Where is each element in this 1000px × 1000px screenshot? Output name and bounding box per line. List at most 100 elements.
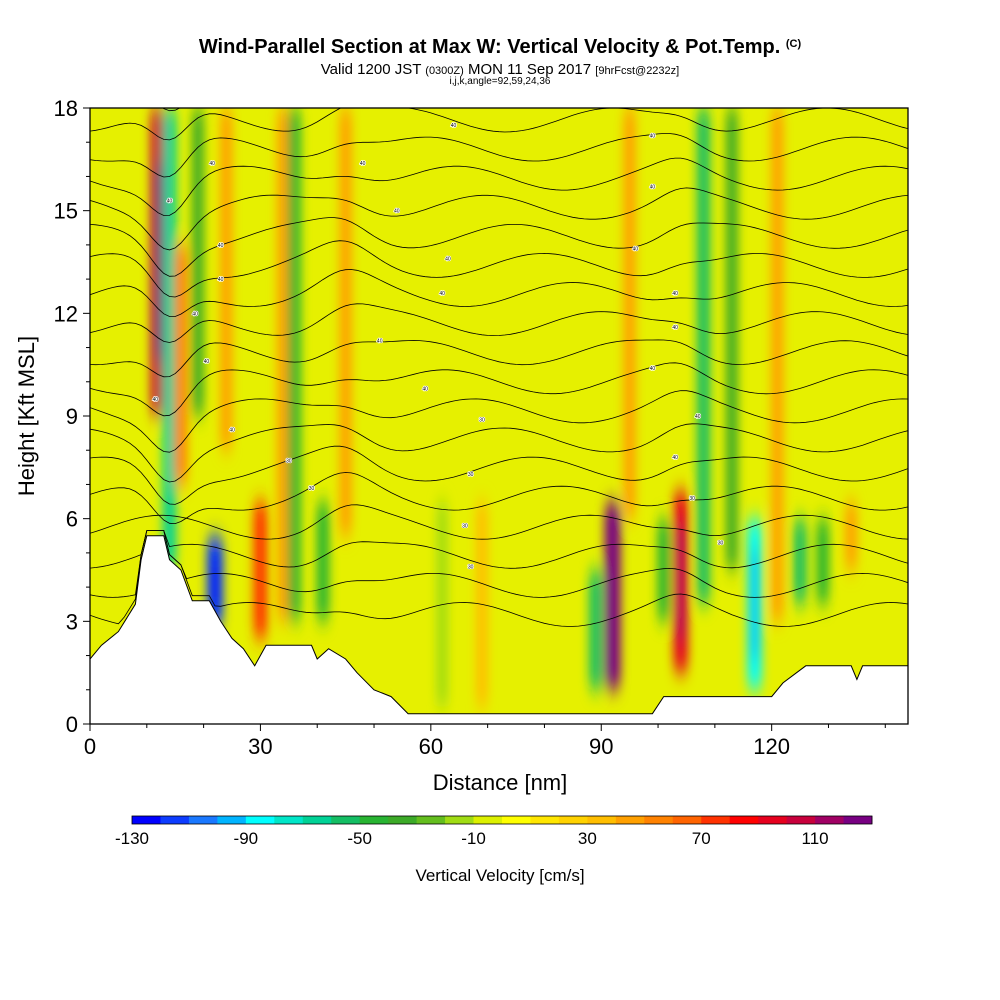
y-tick-label: 18 [54, 96, 78, 121]
theta-contour [90, 423, 908, 483]
colorbar-swatch [615, 816, 645, 824]
chart-indices: i,j,k,angle=92,59,24,36 [449, 76, 551, 87]
velocity-feature [623, 108, 636, 519]
theta-contour [90, 472, 908, 525]
potential-temperature-contours [90, 108, 908, 627]
x-axis: 0 30 60 90 120 [84, 724, 886, 759]
colorbar-tick-label: -50 [347, 829, 372, 848]
velocity-core [751, 549, 758, 659]
velocity-feature [162, 108, 177, 570]
theta-contour [90, 445, 908, 505]
contour-label: 40 [650, 366, 656, 372]
colorbar-swatch [786, 816, 816, 824]
x-tick-label: 0 [84, 734, 96, 759]
contour-label: 40 [650, 185, 656, 191]
velocity-feature [793, 518, 807, 605]
colorbar-swatch [160, 816, 190, 824]
contour-label: 30 [479, 417, 485, 423]
colorbar-tick-label: 110 [802, 829, 829, 848]
contour-label: 40 [633, 246, 639, 252]
colorbar-swatch [473, 816, 503, 824]
velocity-core [211, 552, 219, 612]
colorbar-swatch [132, 816, 161, 824]
colorbar-swatch [274, 816, 304, 824]
velocity-feature [697, 108, 710, 605]
theta-contour [90, 339, 908, 378]
theta-contour [90, 530, 908, 598]
contour-label: 40 [209, 161, 215, 167]
contour-label: 40 [218, 277, 224, 283]
velocity-feature [816, 518, 830, 605]
contour-label: 30 [689, 496, 695, 502]
theta-contour [162, 108, 181, 112]
velocity-core [677, 523, 685, 641]
contour-label: 30 [718, 541, 724, 547]
y-tick-label: 6 [66, 507, 78, 532]
theta-contour [90, 362, 908, 417]
colorbar-swatch [502, 816, 531, 824]
colorbar-tick-label: 30 [578, 829, 597, 848]
velocity-feature [220, 108, 233, 451]
colorbar-swatch [701, 816, 731, 824]
y-tick-label: 12 [54, 301, 78, 326]
velocity-feature [589, 570, 603, 690]
velocity-feature [191, 108, 204, 416]
contour-label: 30 [286, 458, 292, 464]
colorbar: -130 -90 -50 -10 30 70 110 [115, 815, 873, 848]
velocity-feature [771, 108, 784, 622]
colorbar-frame [131, 815, 873, 825]
y-tick-label: 3 [66, 609, 78, 634]
velocity-feature [339, 108, 352, 536]
y-tick-label: 0 [66, 712, 78, 737]
colorbar-swatch [331, 816, 361, 824]
colorbar-swatch [359, 816, 389, 824]
contour-label: 40 [445, 257, 451, 263]
velocity-feature [288, 108, 301, 622]
terrain [90, 535, 908, 724]
colorbar-label: Vertical Velocity [cm/s] [415, 866, 584, 885]
contour-label: 40 [422, 387, 428, 393]
colorbar-swatch [815, 816, 844, 824]
theta-contour [90, 530, 908, 627]
theta-contour [90, 269, 908, 317]
contour-label: 30 [462, 524, 468, 530]
theta-contour [90, 108, 908, 141]
colorbar-tick-label: -10 [461, 829, 486, 848]
colorbar-swatch [843, 816, 873, 824]
theta-contour [90, 240, 908, 298]
colorbar-swatch [302, 816, 332, 824]
velocity-core [609, 535, 617, 656]
colorbar-swatch [587, 816, 617, 824]
colorbar-swatch [416, 816, 446, 824]
theta-contour [90, 187, 908, 251]
colorbar-tick-label: -130 [115, 829, 149, 848]
velocity-feature [277, 108, 290, 622]
contour-label: 40 [360, 161, 366, 167]
contour-label: 30 [468, 565, 474, 571]
contour-label: 40 [167, 198, 173, 204]
theta-contour [90, 390, 908, 453]
x-axis-label: Distance [nm] [433, 770, 568, 795]
colorbar-swatch [188, 816, 218, 824]
velocity-feature [316, 501, 330, 622]
colorbar-swatch [758, 816, 788, 824]
contour-label: 40 [153, 397, 159, 403]
velocity-feature [253, 501, 268, 639]
theta-contour [90, 157, 908, 216]
colorbar-swatch [672, 816, 702, 824]
contour-label: 40 [451, 123, 457, 129]
contour-label: 30 [468, 472, 474, 478]
contour-label: 40 [218, 243, 224, 249]
theta-contour [90, 133, 908, 178]
colorbar-swatch [217, 816, 247, 824]
contour-label: 40 [439, 291, 445, 297]
x-tick-label: 90 [589, 734, 613, 759]
y-tick-label: 15 [54, 199, 78, 224]
theta-contour [90, 217, 908, 277]
theta-contour [90, 530, 908, 569]
velocity-feature [657, 518, 670, 622]
velocity-core [154, 163, 162, 361]
y-axis-label: Height [Kft MSL] [14, 336, 39, 496]
contour-label: 40 [204, 359, 210, 365]
